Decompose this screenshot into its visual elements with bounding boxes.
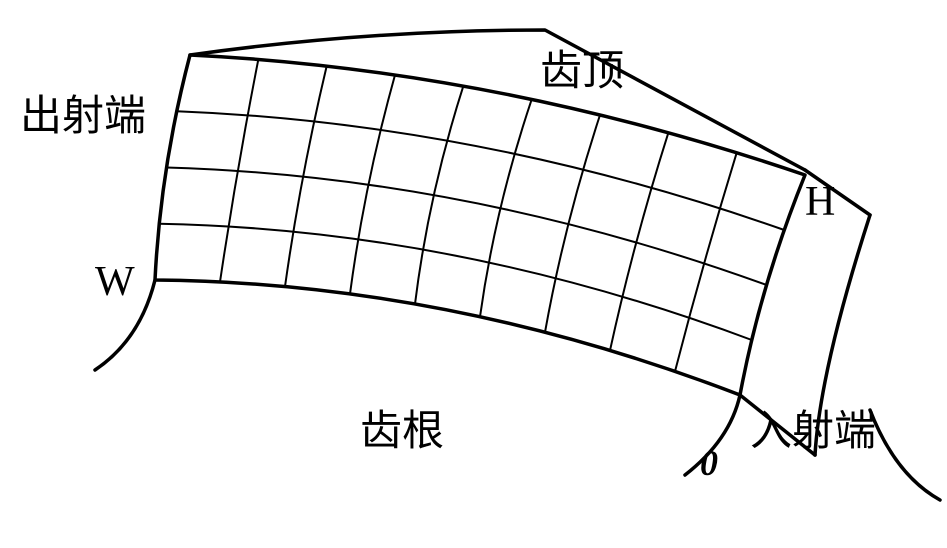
label-H: H [805, 179, 835, 225]
label-right: 入射端 [750, 409, 876, 455]
labels: 齿顶 齿根 出射端 入射端 W H 0 [20, 49, 876, 483]
label-O: 0 [700, 443, 718, 483]
tooth-surface-diagram: 齿顶 齿根 出射端 入射端 W H 0 [0, 0, 947, 548]
label-top: 齿顶 [540, 49, 624, 95]
label-left: 出射端 [20, 94, 146, 140]
label-bottom: 齿根 [360, 409, 444, 455]
label-W: W [95, 259, 135, 305]
grid [159, 59, 784, 371]
